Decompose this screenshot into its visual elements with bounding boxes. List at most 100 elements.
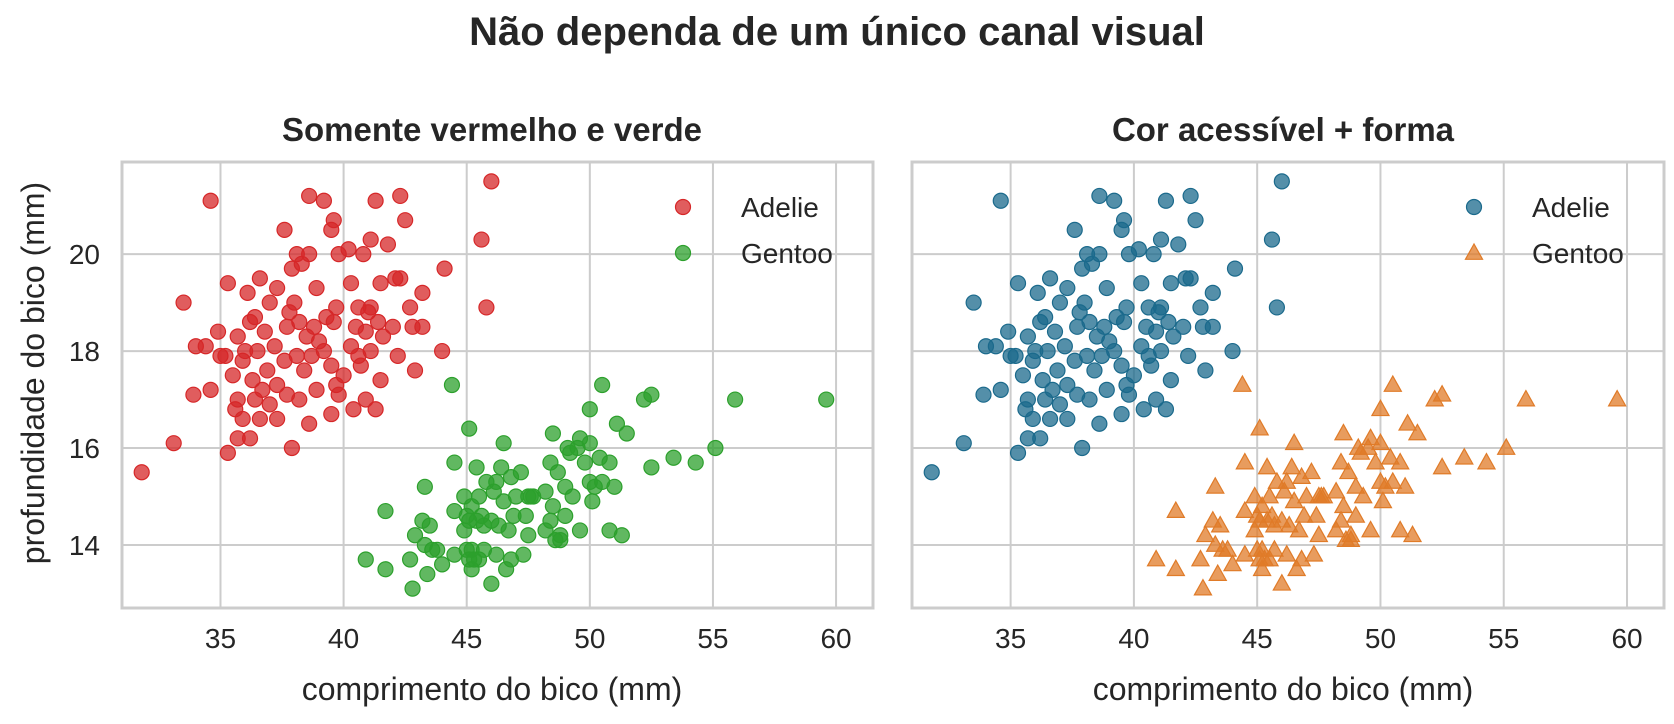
right-adelie-point <box>1093 347 1110 365</box>
right-adelie-point <box>1197 362 1214 379</box>
right-x-axis-label: comprimento do bico (mm) <box>1093 671 1474 707</box>
left-x-tick-label: 60 <box>820 623 851 654</box>
right-adelie-point <box>965 294 982 311</box>
left-gentoo-point <box>495 435 512 452</box>
right-adelie-point <box>1086 362 1103 379</box>
left-adelie-point <box>291 313 308 331</box>
left-adelie-point <box>414 284 431 301</box>
right-gentoo-point <box>1304 544 1324 562</box>
left-adelie-point <box>301 415 318 432</box>
left-gentoo-point <box>547 532 564 549</box>
left-gentoo-point <box>377 502 394 520</box>
left-adelie-point <box>241 313 259 331</box>
right-adelie-point <box>1034 372 1051 389</box>
right-legend-gentoo-label: Gentoo <box>1532 238 1624 269</box>
right-adelie-point <box>1098 279 1115 297</box>
right-adelie-point <box>1029 284 1046 301</box>
right-gentoo-point <box>1250 418 1270 436</box>
left-adelie-point <box>249 342 266 360</box>
right-adelie-point <box>977 338 995 355</box>
right-adelie-point <box>1024 352 1041 369</box>
right-gentoo-point <box>1390 520 1410 538</box>
right-gentoo-point <box>1235 452 1255 470</box>
left-adelie-point <box>293 255 310 272</box>
right-gentoo-point <box>1294 505 1314 523</box>
left-gentoo-point <box>468 459 485 476</box>
right-adelie-point <box>1180 347 1197 365</box>
right-gentoo-point <box>1425 389 1445 407</box>
right-adelie-point <box>1106 192 1123 209</box>
right-x-tick-label: 55 <box>1488 623 1519 654</box>
right-gentoo-point <box>1390 452 1410 470</box>
left-gentoo-point <box>606 478 623 495</box>
left-adelie-point <box>436 260 453 277</box>
right-plot-frame <box>910 160 1666 610</box>
right-gentoo-point <box>1407 423 1428 441</box>
left-adelie-point <box>323 405 340 423</box>
right-gentoo-point <box>1331 452 1351 470</box>
right-adelie-point <box>1037 391 1054 408</box>
right-gentoo-point <box>1252 558 1272 577</box>
left-adelie-point <box>340 241 357 258</box>
right-adelie-point <box>1049 362 1066 379</box>
right-adelie-point <box>1113 357 1130 374</box>
right-adelie-point <box>1083 255 1101 272</box>
right-adelie-point <box>1059 410 1076 428</box>
right-gentoo-point <box>1257 457 1277 475</box>
right-adelie-point <box>1081 313 1098 331</box>
left-gentoo-point <box>433 556 451 573</box>
right-adelie-point <box>1074 439 1091 457</box>
left-gentoo-point <box>419 565 436 583</box>
left-adelie-point <box>261 396 278 413</box>
left-plot-area: 35 40 45 50 55 60 14 16 18 20 Adelie Gentoo <box>69 160 875 654</box>
right-plot-area: 35 40 45 50 55 60 Adelie Gentoo <box>910 160 1666 654</box>
right-adelie-point <box>1157 401 1175 418</box>
left-gentoo-point <box>502 469 520 486</box>
right-gentoo-point <box>1262 505 1282 523</box>
left-gentoo-point <box>406 527 424 544</box>
left-x-tick-label: 35 <box>205 623 236 654</box>
right-adelie-point <box>1041 270 1059 287</box>
left-adelie-point <box>187 338 204 355</box>
right-gentoo-point <box>1287 558 1307 577</box>
left-adelie-point <box>202 192 219 209</box>
left-adelie-point <box>404 318 421 335</box>
figure-title: Não dependa de um único canal visual <box>469 10 1205 54</box>
right-gentoo-point <box>1454 447 1474 465</box>
right-adelie-point <box>1226 260 1244 277</box>
right-gentoo-point <box>1607 389 1627 407</box>
left-gentoo-point <box>544 498 562 515</box>
right-adelie-point <box>1046 323 1064 340</box>
left-adelie-point <box>392 270 409 287</box>
right-gentoo-point <box>1326 520 1346 538</box>
right-gentoo-point <box>1516 389 1536 407</box>
left-adelie-point <box>392 187 409 205</box>
left-gentoo-point <box>485 483 502 500</box>
right-adelie-point <box>1098 381 1115 398</box>
right-gentoo-point <box>1235 500 1255 518</box>
right-adelie-point <box>1039 342 1056 360</box>
right-adelie-point <box>1032 430 1049 447</box>
left-adelie-point <box>296 362 313 379</box>
left-adelie-point <box>219 444 236 461</box>
right-adelie-point <box>1041 410 1059 428</box>
left-gentoo-point <box>581 401 598 418</box>
left-gentoo-point <box>576 454 594 471</box>
right-gentoo-point <box>1208 563 1228 581</box>
left-gentoo-point <box>416 478 433 495</box>
left-adelie-point <box>355 246 372 263</box>
left-adelie-point <box>406 362 424 379</box>
right-adelie-point <box>1162 372 1179 389</box>
right-gentoo-point <box>1289 520 1309 538</box>
left-adelie-point <box>244 372 261 389</box>
right-adelie-point <box>1194 318 1212 335</box>
right-adelie-point <box>1133 275 1150 292</box>
right-adelie-point <box>1009 444 1027 461</box>
right-adelie-point <box>1024 410 1041 428</box>
left-adelie-point <box>369 313 387 331</box>
left-gentoo-point <box>429 541 446 558</box>
right-adelie-point <box>1007 347 1024 365</box>
left-gentoo-point <box>665 449 682 466</box>
right-gentoo-point <box>1395 476 1415 494</box>
right-legend-adelie-label: Adelie <box>1532 192 1610 223</box>
